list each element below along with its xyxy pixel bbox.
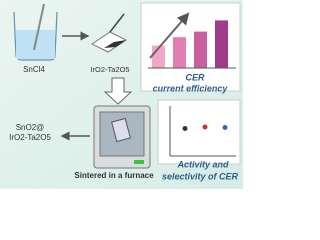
activity-label: Activity and (176, 159, 229, 169)
furnace (93, 105, 151, 169)
inset-points (169, 106, 236, 157)
point (182, 126, 188, 131)
inset-bars (148, 20, 236, 69)
product-label: IrO2-Ta2O5 (9, 133, 51, 142)
precursor-label: SnCl4 (23, 65, 45, 74)
furnace-label: Sintered in a furnace (74, 171, 154, 180)
electrode (91, 13, 127, 53)
graphical-abstract: SnCl4 IrO2-Ta2O5 CER current efficiency … (0, 0, 243, 189)
inset-chart-frame (157, 99, 241, 165)
efficiency-label: CER (185, 72, 205, 82)
beaker (13, 3, 58, 61)
point (222, 125, 228, 130)
trend-arrow (149, 12, 190, 59)
point (202, 124, 208, 130)
bar (215, 20, 228, 68)
efficiency-label: current efficiency (153, 83, 229, 93)
bar (173, 37, 186, 68)
bar (194, 31, 207, 69)
activity-label: selectivity of CER (162, 171, 239, 181)
electrode-label: IrO2-Ta2O5 (90, 65, 129, 74)
product-label: SnO2@ (16, 123, 45, 132)
down-arrow (103, 77, 133, 105)
